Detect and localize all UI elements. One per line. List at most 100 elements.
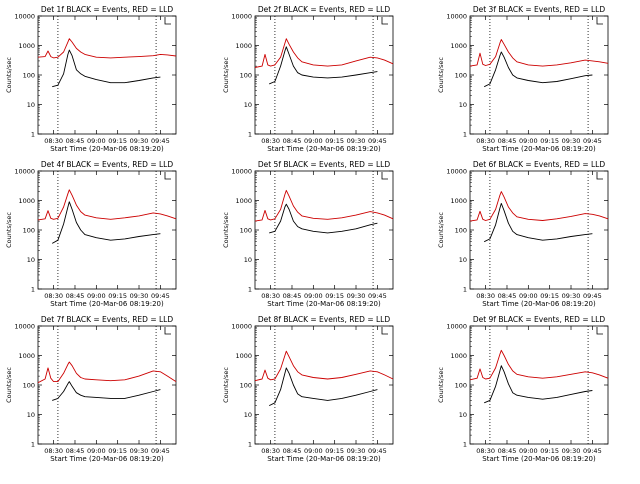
x-tick-label: 09:45 (583, 447, 602, 455)
plot-frame (37, 15, 177, 135)
y-tick-label: 10000 (231, 168, 252, 176)
y-tick-label: 1 (31, 441, 35, 449)
x-tick-label: 08:30 (44, 137, 63, 145)
x-tick-label: 09:45 (151, 447, 170, 455)
chart-title: Det 4f BLACK = Events, RED = LLD (41, 160, 174, 169)
lld-series-line (37, 361, 177, 384)
y-tick-label: 10000 (14, 323, 35, 331)
x-tick-label: 08:30 (261, 137, 280, 145)
x-tick-label: 08:30 (44, 292, 63, 300)
lld-series-line (37, 38, 177, 59)
x-axis-label: Start Time (20-Mar-06 08:19:20) (267, 455, 381, 463)
x-axis-label: Start Time (20-Mar-06 08:19:20) (50, 300, 164, 308)
chart-title: Det 2f BLACK = Events, RED = LLD (258, 5, 391, 14)
x-tick-label: 08:30 (44, 447, 63, 455)
x-axis-label: Start Time (20-Mar-06 08:19:20) (50, 455, 164, 463)
x-tick-label: 09:30 (130, 292, 149, 300)
x-tick-label: 08:30 (476, 292, 495, 300)
corner-marker (596, 327, 603, 335)
y-tick-label: 1 (31, 131, 35, 139)
x-axis-label: Start Time (20-Mar-06 08:19:20) (267, 145, 381, 153)
y-tick-label: 1000 (450, 352, 467, 360)
y-tick-label: 100 (455, 227, 467, 235)
y-tick-label: 10000 (231, 13, 252, 21)
plot-frame (469, 170, 609, 290)
x-tick-label: 09:15 (325, 447, 344, 455)
x-tick-label: 09:15 (540, 292, 559, 300)
x-tick-label: 09:15 (540, 447, 559, 455)
chart-title: Det 8f BLACK = Events, RED = LLD (258, 315, 391, 324)
x-tick-label: 09:00 (304, 137, 323, 145)
events-series-line (269, 367, 378, 407)
y-axis-label: Counts/sec (222, 57, 230, 93)
x-tick-label: 08:45 (66, 137, 85, 145)
x-tick-label: 09:30 (130, 137, 149, 145)
y-axis-label: Counts/sec (222, 212, 230, 248)
x-tick-label: 09:15 (108, 292, 127, 300)
chart-panel: Det 1f BLACK = Events, RED = LLD 1 10 100 10… (5, 5, 177, 153)
y-tick-label: 10 (27, 101, 35, 109)
events-series-line (269, 46, 378, 85)
chart-panel: Det 7f BLACK = Events, RED = LLD 1 10 100 10… (5, 315, 177, 463)
x-tick-label: 08:45 (283, 447, 302, 455)
x-tick-label: 09:45 (583, 137, 602, 145)
x-tick-label: 09:15 (325, 292, 344, 300)
x-tick-label: 08:30 (476, 137, 495, 145)
y-tick-label: 1000 (450, 197, 467, 205)
chart-panel: Det 5f BLACK = Events, RED = LLD 1 10 100 10… (222, 160, 394, 308)
x-tick-label: 09:15 (325, 137, 344, 145)
y-tick-label: 1 (248, 131, 252, 139)
y-axis-label: Counts/sec (5, 367, 13, 403)
y-tick-label: 1000 (18, 42, 35, 50)
y-axis-label: Counts/sec (437, 367, 445, 403)
y-tick-label: 1 (463, 286, 467, 294)
y-tick-label: 10 (459, 101, 467, 109)
corner-marker (164, 172, 171, 180)
chart-panel: Det 4f BLACK = Events, RED = LLD 1 10 100 10… (5, 160, 177, 308)
x-axis-label: Start Time (20-Mar-06 08:19:20) (482, 145, 596, 153)
plot-frame (37, 325, 177, 445)
lld-series-line (37, 189, 177, 221)
corner-marker (381, 17, 388, 25)
chart-title: Det 5f BLACK = Events, RED = LLD (258, 160, 391, 169)
x-tick-label: 08:30 (476, 447, 495, 455)
x-axis-label: Start Time (20-Mar-06 08:19:20) (482, 455, 596, 463)
corner-marker (164, 327, 171, 335)
chart-panel: Det 3f BLACK = Events, RED = LLD 1 10 100 10… (437, 5, 609, 153)
y-tick-label: 1 (463, 131, 467, 139)
y-tick-label: 10 (459, 411, 467, 419)
x-tick-label: 09:15 (108, 447, 127, 455)
plot-frame (469, 325, 609, 445)
y-tick-label: 100 (23, 382, 35, 390)
x-tick-label: 08:45 (66, 447, 85, 455)
y-axis-label: Counts/sec (5, 212, 13, 248)
y-tick-label: 1000 (235, 197, 252, 205)
x-tick-label: 09:30 (347, 137, 366, 145)
chart-title: Det 3f BLACK = Events, RED = LLD (473, 5, 606, 14)
x-tick-label: 09:30 (347, 447, 366, 455)
x-tick-label: 09:00 (519, 447, 538, 455)
lld-series-line (469, 191, 609, 222)
x-tick-label: 09:00 (519, 292, 538, 300)
x-axis-label: Start Time (20-Mar-06 08:19:20) (50, 145, 164, 153)
x-tick-label: 09:00 (304, 292, 323, 300)
events-series-line (52, 49, 161, 88)
lld-series-line (254, 350, 394, 382)
events-series-line (51, 201, 161, 244)
y-tick-label: 10 (244, 411, 252, 419)
x-tick-label: 09:30 (562, 292, 581, 300)
y-tick-label: 10000 (446, 13, 467, 21)
x-tick-label: 08:45 (66, 292, 85, 300)
y-tick-label: 100 (240, 227, 252, 235)
y-tick-label: 1000 (235, 42, 252, 50)
corner-marker (164, 17, 171, 25)
x-tick-label: 08:30 (261, 447, 280, 455)
x-tick-label: 09:15 (540, 137, 559, 145)
events-series-line (484, 202, 593, 243)
x-tick-label: 09:45 (151, 292, 170, 300)
x-tick-label: 09:45 (583, 292, 602, 300)
plot-frame (254, 15, 394, 135)
chart-title: Det 7f BLACK = Events, RED = LLD (41, 315, 174, 324)
x-tick-label: 09:00 (304, 447, 323, 455)
